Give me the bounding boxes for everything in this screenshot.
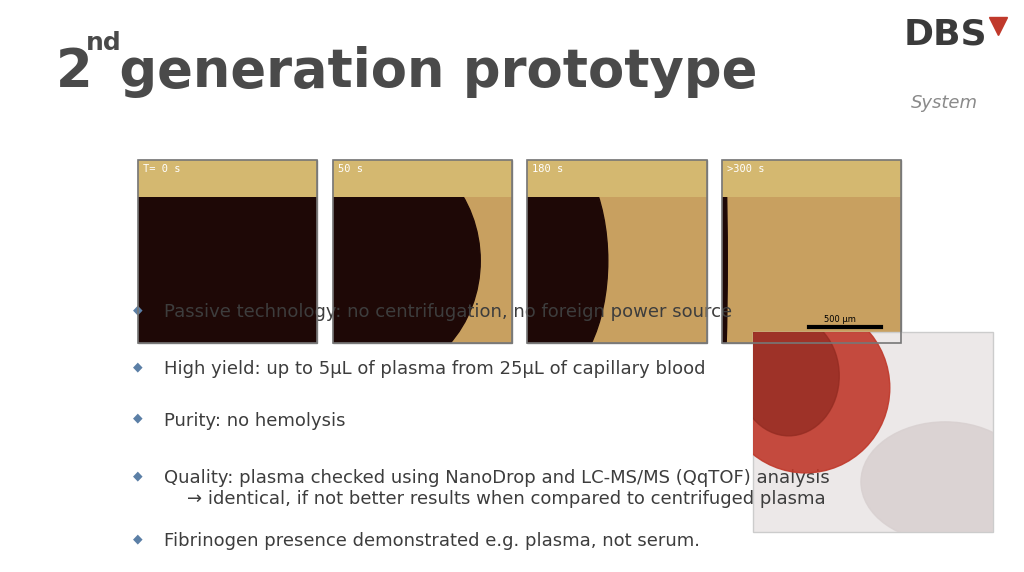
Ellipse shape (489, 142, 608, 380)
Text: Passive technology: no centrifugation, no foreign power source: Passive technology: no centrifugation, n… (164, 303, 732, 321)
Text: 2: 2 (56, 46, 93, 98)
Bar (138, 160, 317, 197)
Bar (333, 160, 512, 197)
Text: Quality: plasma checked using NanoDrop and LC-MS/MS (QqTOF) analysis
    → ident: Quality: plasma checked using NanoDrop a… (164, 469, 829, 508)
Bar (527, 160, 707, 343)
Text: 50 s: 50 s (338, 164, 362, 174)
Bar (722, 160, 901, 343)
Text: Purity: no hemolysis: Purity: no hemolysis (164, 412, 345, 430)
Bar (138, 160, 317, 343)
Bar (333, 160, 512, 343)
Text: System: System (911, 94, 978, 112)
Ellipse shape (861, 422, 1024, 542)
Bar (722, 160, 901, 197)
Ellipse shape (720, 142, 727, 380)
Text: T= 0 s: T= 0 s (143, 164, 181, 174)
Ellipse shape (263, 142, 480, 380)
Bar (753, 332, 993, 532)
Text: generation prototype: generation prototype (101, 46, 758, 98)
Bar (138, 160, 317, 343)
Text: ◆: ◆ (133, 303, 143, 316)
Text: ◆: ◆ (133, 469, 143, 482)
Text: >300 s: >300 s (727, 164, 765, 174)
Ellipse shape (721, 303, 890, 473)
Text: ◆: ◆ (133, 532, 143, 545)
Text: nd: nd (86, 31, 122, 55)
Ellipse shape (31, 142, 367, 380)
Text: DBS: DBS (903, 17, 987, 51)
Text: High yield: up to 5μL of plasma from 25μL of capillary blood: High yield: up to 5μL of plasma from 25μ… (164, 360, 706, 378)
Text: ◆: ◆ (133, 412, 143, 425)
Text: 180 s: 180 s (532, 164, 564, 174)
Text: Fibrinogen presence demonstrated e.g. plasma, not serum.: Fibrinogen presence demonstrated e.g. pl… (164, 532, 699, 550)
Bar (722, 160, 901, 343)
Text: ◆: ◆ (133, 360, 143, 374)
Text: 500 μm: 500 μm (824, 315, 856, 324)
Bar (527, 160, 707, 343)
Ellipse shape (738, 316, 840, 436)
Bar (527, 160, 707, 197)
Bar (333, 160, 512, 343)
